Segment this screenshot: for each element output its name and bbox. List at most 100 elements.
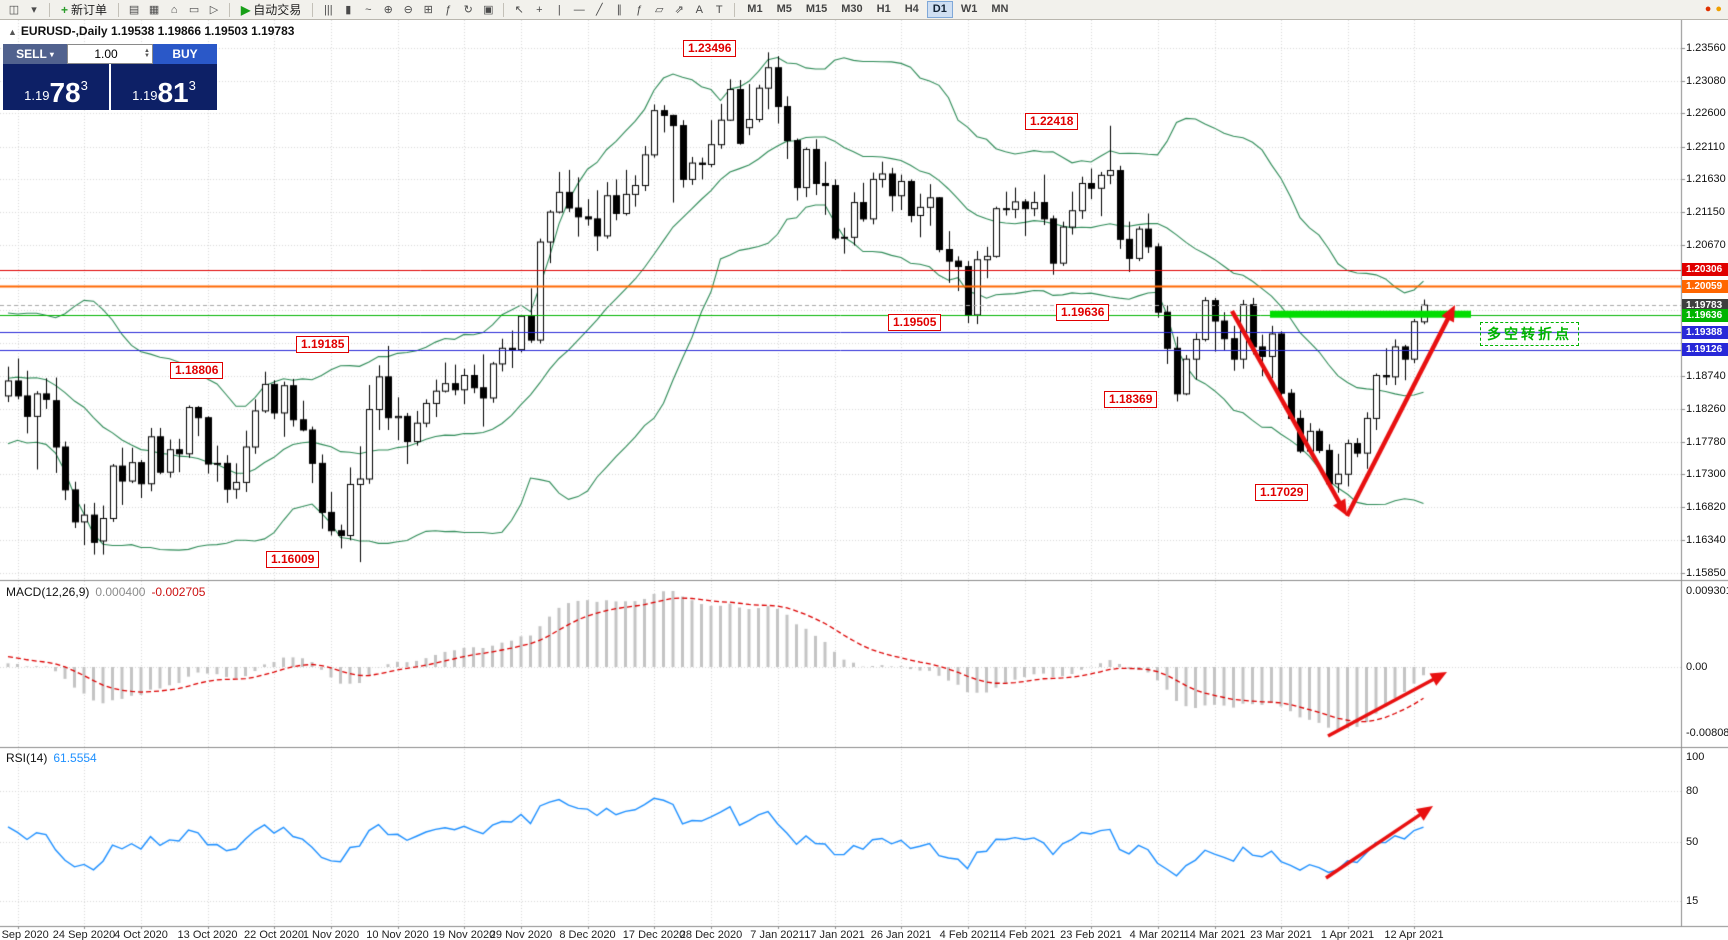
date-label: 1 Apr 2021 xyxy=(1320,929,1375,940)
date-label: 28 Dec 2020 xyxy=(679,929,743,940)
macd-axis-zero: 0.00 xyxy=(1686,661,1708,673)
volume-stepper[interactable]: ▲ ▼ xyxy=(144,48,150,59)
toolbar: ◫ ▾ + 新订单 ▤ ▦ ⌂ ▭ ▷ ▶ 自动交易 ||| ▮ ~ ⊕ ⊖ ⊞ ƒ ↻ ▣ ↖ + | ― ╱ ∥ ƒ ▱ ⇗ A T M1… xyxy=(0,0,1728,20)
price-axis-label: 1.22600 xyxy=(1686,107,1726,120)
date-label: 29 Nov 2020 xyxy=(489,929,553,940)
fibonacci-icon[interactable]: ƒ xyxy=(636,3,643,16)
line-chart-icon[interactable]: ~ xyxy=(365,3,372,16)
price-tag: 1.20059 xyxy=(1682,279,1728,293)
autotrading-button[interactable]: ▶ 自动交易 xyxy=(235,2,307,18)
cursor-icon[interactable]: ↖ xyxy=(514,4,524,16)
price-annotation[interactable]: 1.16009 xyxy=(266,551,320,568)
navigator-icon[interactable]: ⌂ xyxy=(170,3,178,16)
buy-price-panel[interactable]: 1.19 81 3 xyxy=(111,64,217,110)
price-axis-label: 1.17780 xyxy=(1686,435,1726,448)
sell-price-small: 1.19 xyxy=(24,88,50,103)
timeframe-h4[interactable]: H4 xyxy=(904,3,919,15)
sell-button[interactable]: SELL ▾ xyxy=(3,44,67,64)
macd-header: MACD(12,26,9) 0.000400 -0.002705 xyxy=(6,585,205,599)
horizontal-line-icon[interactable]: ― xyxy=(573,3,585,16)
price-axis-label: 1.18740 xyxy=(1686,370,1726,383)
shapes-icon[interactable]: ▱ xyxy=(655,4,664,16)
timeframe-m5[interactable]: M5 xyxy=(776,3,792,15)
trendline-icon[interactable]: ╱ xyxy=(595,4,603,16)
volume-input[interactable] xyxy=(68,47,145,61)
data-window-icon[interactable]: ▦ xyxy=(148,4,160,16)
timeframe-mn[interactable]: MN xyxy=(991,3,1009,15)
date-label: 26 Jan 2021 xyxy=(870,929,932,940)
new-order-button[interactable]: + 新订单 xyxy=(55,2,113,18)
zoom-in-icon[interactable]: ⊕ xyxy=(383,4,393,16)
arrows-tool-icon[interactable]: ⇗ xyxy=(674,4,684,16)
price-annotation[interactable]: 1.22418 xyxy=(1025,113,1079,130)
chart-title: EURUSD-,Daily 1.19538 1.19866 1.19503 1.… xyxy=(20,24,295,38)
rsi-axis-label: 100 xyxy=(1686,751,1705,763)
price-annotation[interactable]: 1.18806 xyxy=(170,362,224,379)
rsi-value: 61.5554 xyxy=(53,751,97,765)
crosshair-icon[interactable]: + xyxy=(536,3,543,16)
price-annotation[interactable]: 1.19185 xyxy=(296,336,350,353)
buy-button[interactable]: BUY xyxy=(153,44,217,64)
zoom-out-icon[interactable]: ⊖ xyxy=(403,4,413,16)
buy-price-small: 1.19 xyxy=(132,88,158,103)
bar-chart-icon[interactable]: ||| xyxy=(323,3,333,16)
volume-box: ▲▼ xyxy=(67,44,153,64)
market-watch-icon[interactable]: ▤ xyxy=(128,4,140,16)
sell-dropdown-icon[interactable]: ▾ xyxy=(49,49,54,59)
date-label: 13 Oct 2020 xyxy=(177,929,238,940)
timeframe-m15[interactable]: M15 xyxy=(805,3,828,15)
timeframe-w1[interactable]: W1 xyxy=(960,3,978,15)
turning-point-note[interactable]: 多空转折点 xyxy=(1480,322,1579,346)
price-axis-label: 1.20670 xyxy=(1686,238,1726,251)
macd-axis-min: -0.008082 xyxy=(1686,727,1728,739)
sell-price-panel[interactable]: 1.19 78 3 xyxy=(3,64,109,110)
macd-axis-max: 0.009301 xyxy=(1686,585,1728,597)
price-axis-label: 1.17300 xyxy=(1686,468,1726,481)
price-annotation[interactable]: 1.18369 xyxy=(1104,391,1158,408)
buy-price-big: 81 xyxy=(157,77,189,108)
indicators-icon[interactable]: ƒ xyxy=(445,3,452,16)
terminal-icon[interactable]: ▭ xyxy=(188,4,200,16)
periods-icon[interactable]: ↻ xyxy=(463,4,473,16)
date-label: 23 Feb 2021 xyxy=(1060,929,1122,940)
chart-profiles-icon[interactable]: ▾ xyxy=(31,4,37,16)
autotrading-button-icon: ▶ xyxy=(241,2,251,17)
price-tag: 1.19126 xyxy=(1682,343,1728,357)
rsi-axis-label: 50 xyxy=(1686,835,1699,848)
tile-windows-icon[interactable]: ⊞ xyxy=(423,4,433,16)
price-annotation[interactable]: 1.19505 xyxy=(888,314,942,331)
price-annotation[interactable]: 1.23496 xyxy=(683,40,737,57)
price-annotation[interactable]: 1.19636 xyxy=(1056,304,1110,321)
timeframe-m1[interactable]: M1 xyxy=(747,3,763,15)
timeframe-m30[interactable]: M30 xyxy=(841,3,863,15)
vertical-line-icon[interactable]: | xyxy=(557,3,561,16)
alert-icon[interactable]: ● xyxy=(1704,3,1712,15)
date-label: 19 Nov 2020 xyxy=(432,929,496,940)
templates-icon[interactable]: ▣ xyxy=(483,4,494,16)
candle-chart-icon[interactable]: ▮ xyxy=(345,4,352,16)
text-icon[interactable]: A xyxy=(695,3,703,16)
rsi-axis-label: 15 xyxy=(1686,894,1699,907)
date-label: 15 Sep 2020 xyxy=(0,929,49,940)
macd-label: MACD(12,26,9) xyxy=(6,585,90,599)
news-icon[interactable]: ● xyxy=(1715,3,1722,15)
timeframe-h1[interactable]: H1 xyxy=(876,3,891,15)
text-label-icon[interactable]: T xyxy=(715,3,723,16)
new-order-button-label: 新订单 xyxy=(71,3,108,17)
date-label: 24 Sep 2020 xyxy=(52,929,116,940)
rsi-header: RSI(14) 61.5554 xyxy=(6,751,97,765)
rsi-axis-label: 80 xyxy=(1686,784,1699,797)
channel-icon[interactable]: ∥ xyxy=(616,4,623,16)
strategy-tester-icon[interactable]: ▷ xyxy=(209,4,219,16)
price-axis-label: 1.21150 xyxy=(1686,206,1725,219)
timeframe-d1[interactable]: D1 xyxy=(926,1,953,18)
price-annotation[interactable]: 1.17029 xyxy=(1255,484,1309,501)
date-label: 23 Mar 2021 xyxy=(1250,929,1312,940)
date-label: 8 Dec 2020 xyxy=(559,929,616,940)
price-axis-label: 1.16340 xyxy=(1686,533,1726,546)
new-chart-icon[interactable]: ◫ xyxy=(8,4,20,16)
price-axis-label: 1.21630 xyxy=(1686,173,1726,186)
date-label: 4 Mar 2021 xyxy=(1129,929,1186,940)
